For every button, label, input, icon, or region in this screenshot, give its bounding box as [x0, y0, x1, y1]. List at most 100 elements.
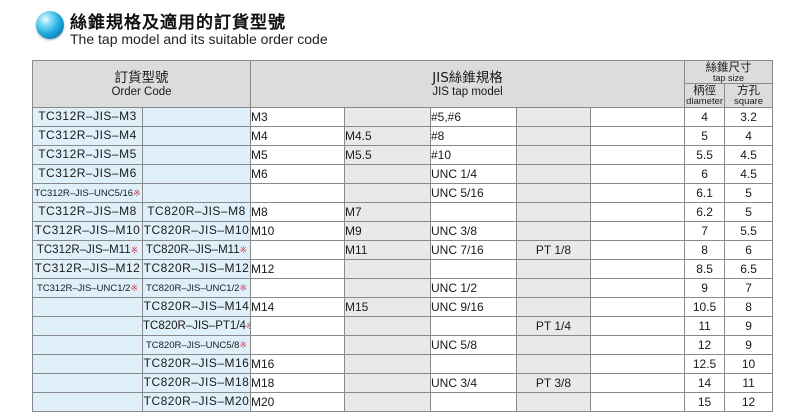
- metric-size-cell: M3: [250, 107, 345, 127]
- square-cell: 5.5: [724, 221, 774, 241]
- order-code-tc312r: [32, 316, 143, 336]
- table-row: TC312R–JIS–M12 TC820R–JIS–M12 M12 8.5 6.5: [32, 259, 774, 279]
- order-code-tc312r-text: TC312R–JIS–M8: [38, 204, 137, 218]
- tap-spec-table-body: TC312R–JIS–M3 M3 #5,#6 4 3.2 TC312R–JIS–M4 M4 M…: [32, 107, 774, 412]
- table-row: TC820R–JIS–UNC5/8※ UNC 5/8 12 9: [32, 335, 774, 355]
- metric-alt-size-cell: M7: [344, 202, 431, 222]
- square-cell: 7: [724, 278, 774, 298]
- diameter-header: 柄徑 diameter: [684, 83, 726, 108]
- unc-size-cell: UNC 9/16: [430, 297, 517, 317]
- unc-size-cell: UNC 3/4: [430, 373, 517, 393]
- pt-size-cell: PT 1/8: [516, 240, 591, 260]
- order-code-tc312r-note-mark: ※: [133, 187, 141, 198]
- table-row: TC820R–JIS–M18 M18 UNC 3/4 PT 3/8 14 11: [32, 373, 774, 393]
- unc-size-cell: [430, 392, 517, 412]
- blank-spec-cell: [589, 392, 686, 412]
- diameter-cell: 9: [684, 278, 726, 298]
- order-code-header-zh: 訂貨型號: [114, 69, 169, 86]
- unc-size-cell: UNC 1/2: [430, 278, 517, 298]
- order-code-tc820r-note-mark: ※: [239, 339, 247, 350]
- unc-size-cell: [430, 316, 517, 336]
- order-code-tc312r-text: TC312R–JIS–M3: [38, 109, 137, 123]
- pt-size-cell: [516, 335, 591, 355]
- order-code-tc820r: TC820R–JIS–M11※: [142, 240, 251, 260]
- order-code-header: 訂貨型號 Order Code: [32, 60, 251, 108]
- pt-size-cell: [516, 107, 591, 127]
- order-code-tc312r: TC312R–JIS–M11※: [32, 240, 143, 260]
- blank-spec-cell: [589, 202, 686, 222]
- order-code-tc312r-text: TC312R–JIS–M11: [36, 243, 131, 256]
- order-code-tc312r: TC312R–JIS–M6: [32, 164, 143, 184]
- order-code-tc820r: [142, 164, 251, 184]
- metric-size-cell: M12: [250, 259, 345, 279]
- pt-size-cell: [516, 164, 591, 184]
- blank-spec-cell: [589, 316, 686, 336]
- blank-spec-cell: [589, 259, 686, 279]
- section-title-english: The tap model and its suitable order cod…: [70, 31, 328, 47]
- square-cell: 3.2: [724, 107, 774, 127]
- order-code-tc820r-text: TC820R–JIS–M18: [143, 375, 250, 389]
- order-code-tc820r: [142, 126, 251, 146]
- metric-alt-size-cell: [344, 278, 431, 298]
- table-row: TC820R–JIS–M14 M14 M15 UNC 9/16 10.5 8: [32, 297, 774, 317]
- square-cell: 12: [724, 392, 774, 412]
- order-code-tc312r: TC312R–JIS–M3: [32, 107, 143, 127]
- diameter-cell: 10.5: [684, 297, 726, 317]
- square-header-en: square: [734, 96, 764, 107]
- unc-size-cell: UNC 5/8: [430, 335, 517, 355]
- order-code-tc820r: [142, 107, 251, 127]
- diameter-cell: 15: [684, 392, 726, 412]
- pt-size-cell: [516, 297, 591, 317]
- square-cell: 4.5: [724, 164, 774, 184]
- order-code-tc312r: [32, 297, 143, 317]
- jis-tap-model-header: JIS絲錐規格 JIS tap model: [249, 60, 686, 108]
- metric-size-cell: [250, 316, 345, 336]
- metric-size-cell: [250, 278, 345, 298]
- order-code-tc312r-note-mark: ※: [130, 282, 138, 293]
- order-code-tc820r-text: TC820R–JIS–M11: [145, 243, 240, 256]
- unc-size-cell: [430, 259, 517, 279]
- unc-size-cell: UNC 1/4: [430, 164, 517, 184]
- order-code-tc312r: TC312R–JIS–UNC5/16※: [32, 183, 143, 203]
- diameter-cell: 6.1: [684, 183, 726, 203]
- diameter-cell: 6: [684, 164, 726, 184]
- section-heading: 絲錐規格及適用的訂貨型號 The tap model and its suita…: [0, 0, 790, 58]
- section-title-chinese: 絲錐規格及適用的訂貨型號: [70, 13, 286, 33]
- order-code-tc312r-text: TC312R–JIS–M6: [38, 166, 137, 180]
- table-row: TC820R–JIS–M20 M20 15 12: [32, 392, 774, 412]
- order-code-tc820r-text: TC820R–JIS–M8: [147, 204, 246, 218]
- order-code-tc312r: TC312R–JIS–UNC1/2※: [32, 278, 143, 298]
- table-row: TC312R–JIS–M4 M4 M4.5 #8 5 4: [32, 126, 774, 146]
- pt-size-cell: PT 1/4: [516, 316, 591, 336]
- square-cell: 4: [724, 126, 774, 146]
- blank-spec-cell: [589, 221, 686, 241]
- table-row: TC820R–JIS–PT1/4※ PT 1/4 119: [32, 316, 774, 336]
- blank-spec-cell: [589, 164, 686, 184]
- square-cell: 11: [724, 373, 774, 393]
- diameter-cell: 8.5: [684, 259, 726, 279]
- order-code-tc312r: [32, 354, 143, 374]
- metric-alt-size-cell: [344, 392, 431, 412]
- metric-size-cell: M4: [250, 126, 345, 146]
- metric-size-cell: [250, 240, 345, 260]
- order-code-header-en: Order Code: [111, 85, 172, 98]
- metric-alt-size-cell: [344, 354, 431, 374]
- order-code-tc820r-text: TC820R–JIS–UNC5/8: [145, 339, 240, 351]
- table-row: TC312R–JIS–M5 M5 M5.5 #10 5.5 4.5: [32, 145, 774, 165]
- pt-size-cell: [516, 278, 591, 298]
- metric-size-cell: M5: [250, 145, 345, 165]
- order-code-tc820r: TC820R–JIS–UNC5/8※: [142, 335, 251, 355]
- blank-spec-cell: [589, 278, 686, 298]
- square-header: 方孔 square: [724, 83, 774, 108]
- table-row: TC312R–JIS–UNC5/16※ UNC 5/16 6.1 5: [32, 183, 774, 203]
- order-code-tc820r-text: TC820R–JIS–M20: [143, 394, 250, 408]
- metric-size-cell: M18: [250, 373, 345, 393]
- blank-spec-cell: [589, 335, 686, 355]
- square-cell: 9: [724, 316, 774, 336]
- order-code-tc820r-note-mark: ※: [239, 282, 247, 293]
- unc-size-cell: #5,#6: [430, 107, 517, 127]
- pt-size-cell: [516, 259, 591, 279]
- order-code-tc820r: TC820R–JIS–M18: [142, 373, 251, 393]
- order-code-tc820r: TC820R–JIS–M16: [142, 354, 251, 374]
- pt-size-cell: [516, 392, 591, 412]
